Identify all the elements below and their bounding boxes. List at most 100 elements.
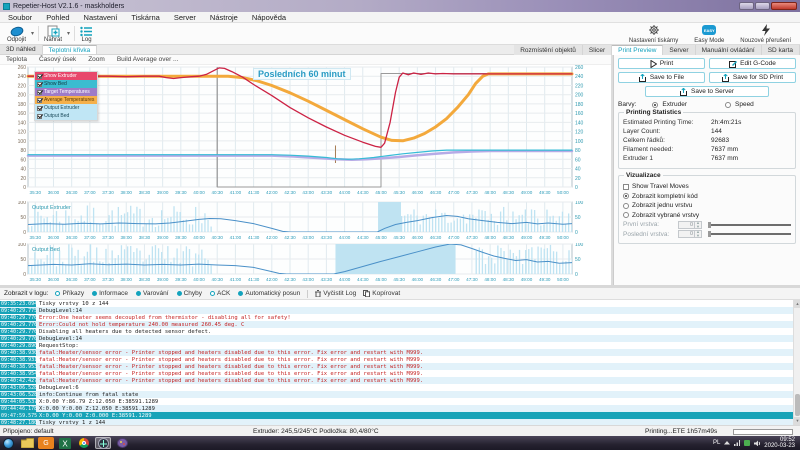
load-dropdown[interactable]: ▾: [67, 31, 71, 37]
log-row[interactable]: 09:40:29.776 Disabling all heaters due to…: [0, 328, 793, 335]
disconnect-button[interactable]: Odpojit: [4, 24, 29, 43]
excel-taskbar-icon[interactable]: X: [57, 437, 73, 449]
log-row[interactable]: 09:48:27.180 Tisky vrstvy 1 z 144: [0, 419, 793, 425]
output-extruder-chart[interactable]: 0 0 50 50 100 100 35:30 36:00 36:30 37:00 37:30 38:…: [0, 201, 612, 242]
log-row[interactable]: 09:43:06.528 DebugLevel:6: [0, 384, 793, 391]
legend-target-temperatures[interactable]: Target Temperatures: [35, 88, 97, 96]
chart-menu-zoom[interactable]: Zoom: [88, 56, 105, 63]
volume-icon[interactable]: [754, 440, 761, 446]
easy-mode-button[interactable]: EASY Easy Mode: [691, 23, 727, 44]
chrome-taskbar-icon[interactable]: [76, 437, 92, 449]
log-row[interactable]: 09:35:23.094 Tisky vrstvy 10 z 144: [0, 300, 793, 307]
vertical-splitter[interactable]: [611, 55, 613, 285]
legend-checkbox[interactable]: [37, 73, 42, 79]
log-row[interactable]: 09:40:42.427 fatal:Heater/sensor error - …: [0, 377, 793, 384]
app-taskbar-icon[interactable]: G: [38, 437, 54, 449]
language-indicator[interactable]: PL: [712, 440, 721, 446]
legend-checkbox[interactable]: [37, 113, 42, 119]
log-row[interactable]: 09:40:38.953 fatal:Heater/sensor error - …: [0, 363, 793, 370]
printer-settings-button[interactable]: Nastavení tiskárny: [626, 23, 681, 44]
first-layer-stepper[interactable]: 0 ▲ ▼: [678, 220, 702, 229]
legend-output-extruder[interactable]: Output Extruder: [35, 104, 97, 112]
menu-item-server[interactable]: Server: [173, 12, 196, 22]
copy-log-button[interactable]: Kopírovat: [363, 290, 400, 297]
tab-SD karta[interactable]: SD karta: [761, 45, 800, 55]
log-row[interactable]: 09:47:59.575 X:0.00 Y:0.00 Z:0.000 E:3859…: [0, 412, 793, 419]
log-filter-chyby[interactable]: Chyby: [176, 290, 202, 297]
show-travel-moves-checkbox[interactable]: [623, 183, 629, 190]
maximize-button[interactable]: [755, 2, 770, 10]
taskbar-clock[interactable]: 09:52 2020-03-23: [764, 436, 795, 450]
last-layer-stepper[interactable]: 0 ▲ ▼: [678, 230, 702, 239]
log-row[interactable]: 09:44:05.537 X:0.00 Y:86.79 Z:12.050 E:38…: [0, 398, 793, 405]
explorer-taskbar-icon[interactable]: [19, 437, 35, 449]
menu-item-soubor[interactable]: Soubor: [8, 12, 33, 22]
close-button[interactable]: [771, 2, 797, 10]
legend-show-extruder[interactable]: Show Extruder: [35, 72, 97, 80]
chart-menu--asov-sek[interactable]: Časový úsek: [38, 56, 77, 63]
load-button[interactable]: Nahrát: [41, 24, 65, 43]
menu-item-tiskárna[interactable]: Tiskárna: [131, 12, 160, 22]
log-row[interactable]: 09:40:38.931 fatal:Heater/sensor error - …: [0, 356, 793, 363]
scroll-thumb[interactable]: [795, 394, 800, 416]
horizontal-splitter[interactable]: [0, 285, 800, 288]
chart-menu-build-average-over-[interactable]: Build Average over ...: [116, 56, 179, 63]
log-row[interactable]: 09:44:46.178 X:0.00 Y:0.00 Z:12.050 E:385…: [0, 405, 793, 412]
extruder-radio[interactable]: [652, 101, 659, 108]
legend-average-temperatures[interactable]: Average Temperatures: [35, 96, 97, 104]
tab-Server[interactable]: Server: [663, 45, 696, 55]
print-button[interactable]: Print: [618, 58, 705, 69]
log-row[interactable]: 09:40:29.776 DebugLevel:14: [0, 335, 793, 342]
save-for-sd-print-button[interactable]: Save for SD Print: [709, 72, 796, 83]
log-row[interactable]: 09:40:29.890 RequestStop:: [0, 342, 793, 349]
show-single-layer-radio[interactable]: [623, 202, 629, 209]
log-filter-automatický-posun[interactable]: Automatický posun: [238, 290, 300, 297]
log-filter-informace[interactable]: Informace: [92, 290, 128, 297]
save-to-file-button[interactable]: Save to File: [618, 72, 705, 83]
speed-radio[interactable]: [725, 101, 731, 108]
minimize-button[interactable]: [739, 2, 754, 10]
show-complete-code-radio[interactable]: [623, 193, 629, 200]
show-layer-range-radio[interactable]: [623, 212, 629, 219]
tab-Print Preview[interactable]: Print Preview: [612, 45, 664, 55]
toggle-log-button[interactable]: Log: [77, 24, 96, 43]
repetier-taskbar-icon[interactable]: [95, 437, 111, 449]
legend-checkbox[interactable]: [37, 105, 42, 111]
tray-expand-icon[interactable]: [724, 440, 731, 446]
log-filter-varování[interactable]: Varování: [136, 290, 169, 297]
legend-checkbox[interactable]: [37, 89, 42, 95]
paint-taskbar-icon[interactable]: [114, 437, 130, 449]
log-row[interactable]: 09:40:38.954 fatal:Heater/sensor error - …: [0, 370, 793, 377]
network-icon[interactable]: [734, 440, 741, 446]
legend-checkbox[interactable]: [37, 97, 42, 103]
log-scrollbar[interactable]: ▲ ▼: [793, 300, 800, 425]
start-button[interactable]: [3, 437, 14, 449]
log-row[interactable]: 09:40:29.776 Error:Could not hold tempera…: [0, 321, 793, 328]
tab-Manuální ovládání[interactable]: Manuální ovládání: [695, 45, 762, 55]
log-filter-ack[interactable]: ACK: [210, 290, 230, 297]
scroll-up-arrow[interactable]: ▲: [794, 300, 800, 308]
tab-Rozmístění objektů[interactable]: Rozmístění objektů: [514, 45, 583, 55]
log-row[interactable]: 09:40:29.776 Error:One heater seems decou…: [0, 314, 793, 321]
last-layer-slider[interactable]: [708, 231, 791, 238]
clear-log-button[interactable]: Vyčistit Log: [315, 290, 356, 297]
log-list[interactable]: 09:35:23.094 Tisky vrstvy 10 z 144 09:40:2…: [0, 300, 793, 425]
tab-Teplotní křivka[interactable]: Teplotní křivka: [42, 45, 98, 54]
log-row[interactable]: 09:40:38.930 fatal:Heater/sensor error - …: [0, 349, 793, 356]
temperature-chart[interactable]: 0 0 20 20 40 40 60 60 80 80 100 100 120 120 140 140 160 1…: [0, 65, 612, 201]
tray-app-icon[interactable]: [744, 440, 751, 446]
menu-item-nástroje[interactable]: Nástroje: [209, 12, 238, 22]
first-layer-slider[interactable]: [708, 221, 791, 228]
log-row[interactable]: 09:43:06.528 info:Continue from fatal sta…: [0, 391, 793, 398]
menu-item-nastavení[interactable]: Nastavení: [83, 12, 118, 22]
log-row[interactable]: 09:40:29.775 DebugLevel:14: [0, 307, 793, 314]
disconnect-dropdown[interactable]: ▾: [31, 31, 35, 37]
menu-item-pohled[interactable]: Pohled: [46, 12, 70, 22]
legend-output-bed[interactable]: Output Bed: [35, 112, 97, 120]
chart-menu-teplota[interactable]: Teplota: [6, 56, 27, 63]
edit-g-code-button[interactable]: Edit G-Code: [709, 58, 796, 69]
menu-item-nápověda[interactable]: Nápověda: [251, 12, 287, 22]
save-to-server-button[interactable]: Save to Server: [644, 86, 770, 97]
legend-checkbox[interactable]: [37, 81, 42, 87]
scroll-down-arrow[interactable]: ▼: [794, 417, 800, 425]
